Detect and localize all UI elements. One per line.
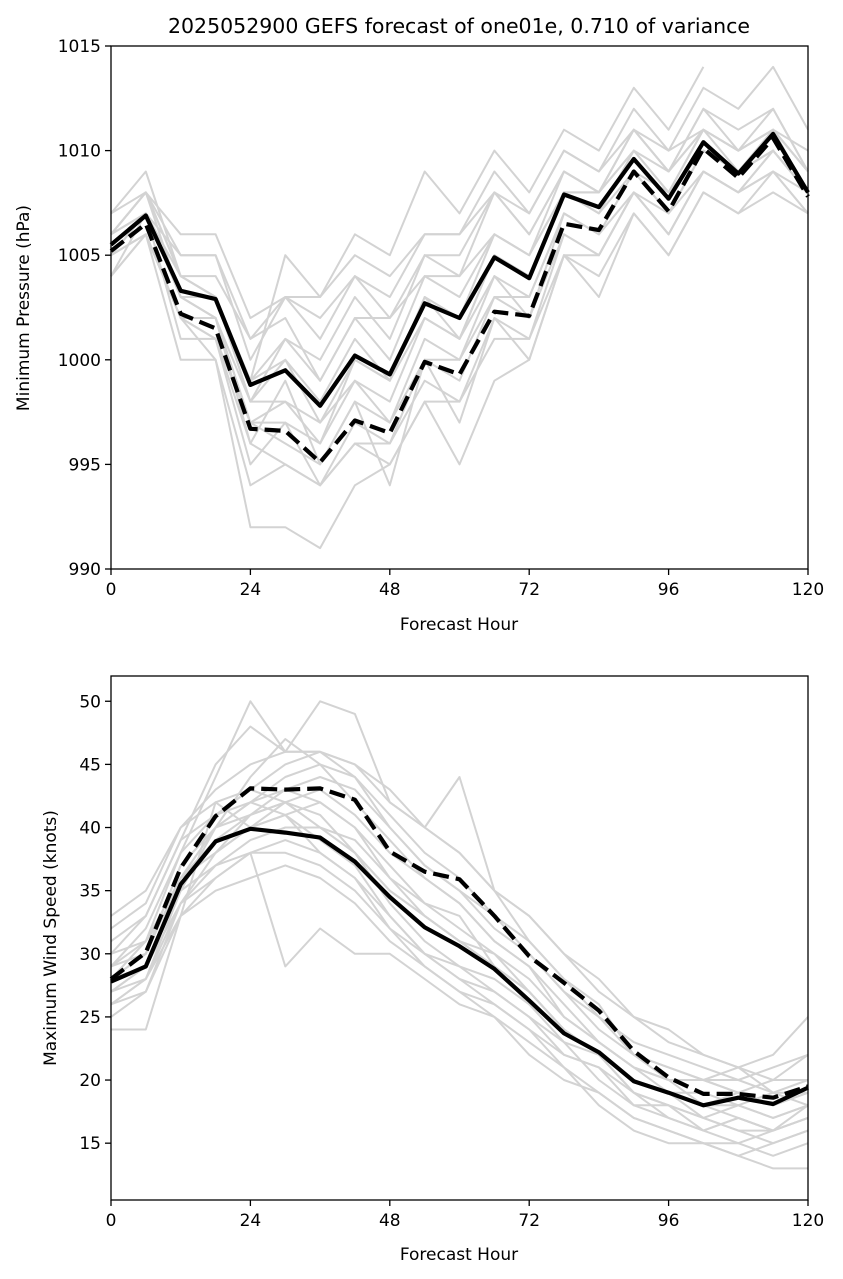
wind-axes-frame <box>110 675 809 1201</box>
pressure-y-tick-label: 1005 <box>58 246 101 266</box>
pressure-ticks-group: 0 24 48 72 96 120 990 995 1000 1005 1010 1015 <box>58 37 824 600</box>
wind-ticks-group: 0 24 48 72 96 120 15 20 25 30 35 40 45 50 <box>79 692 824 1231</box>
pressure-y-tick-label: 1015 <box>58 37 101 57</box>
pressure-dashed-line <box>109 135 810 465</box>
pressure-axes-frame <box>110 45 809 570</box>
wind-panel: 0 24 48 72 96 120 15 20 25 30 35 40 45 50 Forecast Ho… <box>41 675 824 1265</box>
wind-y-tick-label: 30 <box>79 945 101 965</box>
wind-x-tick-label: 0 <box>106 1211 117 1231</box>
figure-title: 2025052900 GEFS forecast of one01e, 0.71… <box>168 14 750 38</box>
wind-y-tick-label: 35 <box>79 882 101 902</box>
wind-x-tick-label: 24 <box>240 1211 262 1231</box>
wind-member-line <box>110 788 809 1107</box>
pressure-x-tick-label: 0 <box>106 580 117 600</box>
wind-member-line <box>110 788 808 1081</box>
pressure-x-tick-label: 48 <box>379 580 401 600</box>
wind-member-line <box>110 851 809 1132</box>
wind-x-axis-label: Forecast Hour <box>400 1245 518 1265</box>
wind-solid-line <box>110 826 809 1108</box>
pressure-y-tick-label: 995 <box>69 455 101 475</box>
wind-x-tick-label: 120 <box>792 1211 824 1231</box>
wind-y-axis-label: Maximum Wind Speed (knots) <box>41 810 61 1066</box>
pressure-member-line <box>110 107 809 340</box>
wind-member-line <box>110 700 774 1132</box>
wind-member-line <box>110 788 809 1145</box>
wind-y-tick-label: 40 <box>79 819 101 839</box>
pressure-y-tick-label: 990 <box>69 560 101 580</box>
pressure-series-group <box>109 65 810 550</box>
wind-y-tick-label: 50 <box>79 692 101 712</box>
pressure-x-tick-label: 72 <box>518 580 540 600</box>
wind-dashed-line <box>109 786 809 1100</box>
pressure-x-axis-label: Forecast Hour <box>400 615 518 635</box>
wind-y-tick-label: 20 <box>79 1071 101 1091</box>
pressure-panel: 0 24 48 72 96 120 990 995 1000 1005 1010 1015 Forec… <box>14 37 824 635</box>
pressure-x-tick-label: 96 <box>658 580 680 600</box>
pressure-x-tick-label: 24 <box>240 580 262 600</box>
wind-y-tick-label: 25 <box>79 1008 101 1028</box>
pressure-y-tick-label: 1000 <box>58 351 101 371</box>
wind-member-line <box>110 864 809 1157</box>
pressure-y-tick-label: 1010 <box>58 142 101 162</box>
pressure-member-line <box>110 191 809 487</box>
wind-y-tick-label: 45 <box>79 755 101 775</box>
pressure-solid-line <box>109 131 810 408</box>
wind-series-group <box>109 700 809 1170</box>
pressure-member-line <box>110 66 705 319</box>
wind-member-line <box>110 750 809 1069</box>
wind-x-tick-label: 96 <box>658 1211 680 1231</box>
wind-y-tick-label: 15 <box>79 1134 101 1154</box>
wind-x-tick-label: 48 <box>379 1211 401 1231</box>
wind-member-line <box>110 763 809 1107</box>
wind-x-tick-label: 72 <box>518 1211 540 1231</box>
pressure-y-axis-label: Minimum Pressure (hPa) <box>14 205 34 411</box>
pressure-x-tick-label: 120 <box>792 580 824 600</box>
